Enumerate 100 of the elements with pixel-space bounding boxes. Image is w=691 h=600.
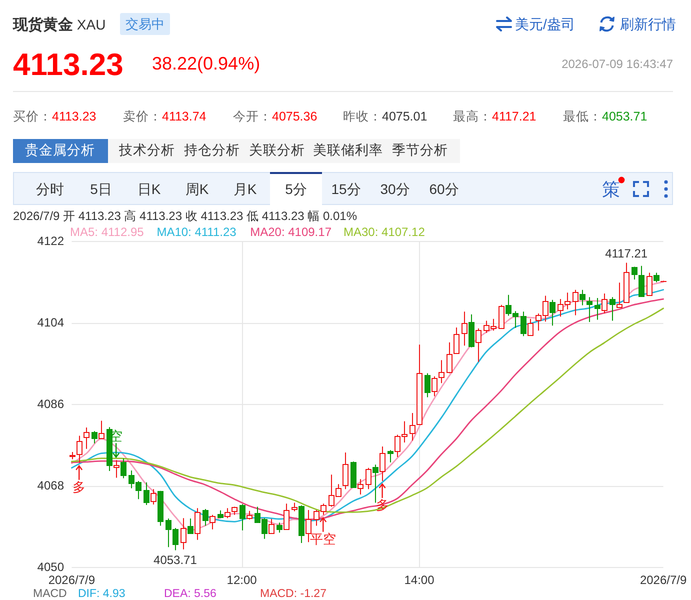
candlestick xyxy=(224,508,230,519)
text: 38.22(0.94%) xyxy=(152,53,260,74)
text: MA5: 4112.95 xyxy=(70,225,144,240)
candlestick xyxy=(468,314,474,348)
candlestick xyxy=(180,518,186,550)
candlestick xyxy=(528,318,534,336)
text: 美联储利率 xyxy=(313,142,383,158)
candlestick xyxy=(76,435,82,464)
candlestick xyxy=(240,504,246,531)
text: 季节分析 xyxy=(392,142,448,158)
candlestick xyxy=(144,482,150,506)
text: 昨收：4075.01 xyxy=(343,109,428,124)
text: 2026-07-09 16:43:47 xyxy=(562,57,674,72)
candlestick xyxy=(120,458,126,479)
candlestick xyxy=(416,344,422,425)
candlestick xyxy=(550,299,556,326)
candlestick xyxy=(616,282,622,308)
candlestick xyxy=(462,311,468,346)
text: 最低：4053.71 xyxy=(563,109,648,124)
text: 15分 xyxy=(331,180,361,197)
y-tick-label: 4104 xyxy=(37,316,64,330)
text: 最高：4117.21 xyxy=(453,108,536,124)
text: 5日 xyxy=(90,180,112,197)
candlestick xyxy=(580,289,586,306)
candlestick xyxy=(246,510,252,520)
candlestick xyxy=(232,506,238,516)
candlestick xyxy=(602,293,608,314)
candlestick xyxy=(654,272,660,283)
candlestick xyxy=(84,427,90,450)
text: DIF: 4.93 xyxy=(78,588,126,600)
candlestick xyxy=(594,298,600,320)
candlestick xyxy=(92,430,98,444)
text: 技术分析 xyxy=(118,142,175,158)
text: 策 xyxy=(602,179,620,200)
text: MACD: -1.27 xyxy=(260,588,326,600)
candlestick xyxy=(210,514,216,530)
y-tick-label: 4086 xyxy=(37,397,64,412)
candlestick xyxy=(150,488,156,506)
text: 月K xyxy=(233,180,258,197)
candlestick xyxy=(446,342,452,374)
y-tick-label: 4122 xyxy=(37,234,64,248)
text: 4113.23 xyxy=(52,109,96,124)
candlestick xyxy=(98,420,104,439)
candlestick xyxy=(498,304,504,329)
candlestick xyxy=(410,412,416,442)
annotation: 平空 xyxy=(310,531,336,546)
annotation: 4117.21 xyxy=(605,246,648,261)
candlestick xyxy=(586,296,592,323)
annotation: 4053.71 xyxy=(154,553,198,568)
candlestick xyxy=(572,289,578,316)
chart-subtitle: 2026/7/9 开 4113.23 高 4113.23 收 4113.23 低 4113.23 幅 0.01% xyxy=(13,209,358,224)
candlestick xyxy=(646,272,652,296)
candlestick xyxy=(380,446,386,482)
candlestick xyxy=(342,452,348,490)
candlestick xyxy=(202,508,208,526)
candlestick xyxy=(298,504,304,544)
text: 美元/盎司 xyxy=(515,16,575,32)
candlestick xyxy=(268,518,274,534)
candlestick xyxy=(350,461,356,488)
text: 周K xyxy=(185,180,210,197)
x-tick-label: 2026/7/9 xyxy=(48,573,96,587)
x-tick-label: 2026/7/9 xyxy=(640,573,687,587)
chart-title: 现货黄金 XAU xyxy=(12,16,106,34)
candlestick xyxy=(284,503,290,530)
text: 买价： xyxy=(13,109,52,124)
annotation: 多 xyxy=(72,479,86,494)
text: 刷新行情 xyxy=(620,16,676,32)
candlestick xyxy=(454,326,460,354)
candlestick xyxy=(624,262,630,304)
candlestick xyxy=(276,522,282,534)
text: 4113.23 xyxy=(13,46,124,82)
candlestick xyxy=(388,450,394,463)
text: 持仓分析 xyxy=(184,142,240,158)
text: MA10: 4111.23 xyxy=(156,225,237,240)
candlestick xyxy=(632,266,638,280)
text: 今开：4075.36 xyxy=(233,109,318,124)
candlestick xyxy=(158,490,164,526)
y-tick-label: 4068 xyxy=(37,478,64,493)
x-tick-label: 12:00 xyxy=(226,573,258,587)
candlestick xyxy=(358,478,364,496)
text: 日K xyxy=(137,180,162,197)
text: MA30: 4107.12 xyxy=(343,225,426,240)
candlestick xyxy=(432,376,438,397)
text: 贵金属分析 xyxy=(25,142,95,158)
candlestick xyxy=(70,451,76,460)
candlestick xyxy=(218,510,224,519)
candlestick xyxy=(520,311,526,337)
text: MA20: 4109.17 xyxy=(250,225,332,240)
text: 30分 xyxy=(380,180,410,197)
candlestick xyxy=(424,372,430,398)
candlestick xyxy=(292,502,298,512)
x-tick-label: 14:00 xyxy=(404,573,435,587)
text: MACD xyxy=(33,588,67,600)
candlestick xyxy=(610,296,616,322)
text: DEA: 5.56 xyxy=(164,588,216,600)
text: 60分 xyxy=(429,180,459,197)
candlestick xyxy=(438,360,444,384)
text: 关联分析 xyxy=(249,142,305,158)
y-tick-label: 4050 xyxy=(37,560,64,574)
text: 分时 xyxy=(36,180,64,197)
